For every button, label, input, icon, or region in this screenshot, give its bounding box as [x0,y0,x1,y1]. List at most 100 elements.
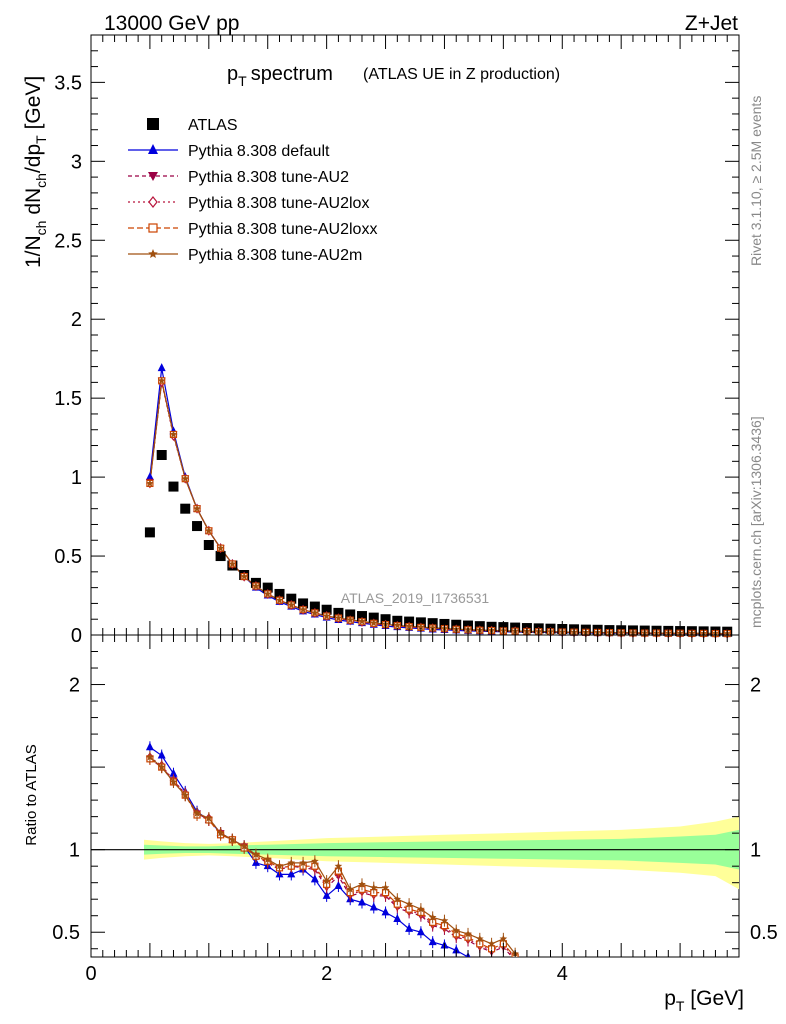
ratio-point-pythia-8-308-default [369,902,378,911]
ratio-point-pythia-8-308-tune-au2m [169,778,178,786]
ratio-point-pythia-8-308-tune-au2m [428,913,437,921]
rivet-label: Rivet 3.1.10, ≥ 2.5M events [748,96,764,266]
ratio-point-pythia-8-308-default [476,960,484,968]
lower-ytick-label-right: 0.5 [750,922,778,944]
ratio-series-clip [145,741,519,993]
upper-point-pythia-8-308-tune-au2m [287,601,296,609]
upper-point-pythia-8-308-tune-au2m [146,479,154,487]
xtick-label: 2 [321,963,332,985]
lower-ytick-label-right: 2 [750,675,761,697]
ratio-point-pythia-8-308-tune-au2m [263,855,272,863]
ratio-point-pythia-8-308-default [511,985,519,993]
xtick-label: 0 [85,963,96,985]
xtick-label: 4 [557,963,568,985]
upper-point-atlas [286,593,297,604]
ratio-point-pythia-8-308-tune-au2m [346,885,354,893]
upper-point-pythia-8-308-tune-au2m [181,474,190,482]
energy-label: 13000 GeV pp [104,12,239,35]
upper-ytick-label: 0 [71,625,82,647]
chart-title: pT spectrum [227,63,333,89]
upper-point-atlas [380,614,391,625]
upper-point-atlas [356,611,367,622]
upper-point-pythia-8-308-tune-au2m [205,526,213,534]
upper-point-atlas [298,598,309,609]
ratio-point-pythia-8-308-tune-au2m [370,883,378,891]
upper-ytick-label: 3 [71,151,82,173]
legend-marker-pythia-8-308-tune-au2lox [148,196,158,208]
ratio-point-pythia-8-308-tune-au2m [358,880,366,888]
legend-label-atlas: ATLAS [188,117,238,134]
upper-point-atlas [309,601,320,612]
title-rest: spectrum [251,63,333,85]
ratio-point-pythia-8-308-tune-au2m [252,850,260,858]
ratio-point-pythia-8-308-default [381,907,390,916]
upper-panel: 0 0.5 1 1.5 2 2.5 3 3.5 ATLAS_2019_I1736531 pT s… [22,34,740,647]
ratio-point-pythia-8-308-default [405,923,414,932]
ratio-point-pythia-8-308-default [310,874,319,883]
ratio-line-pythia-8-308-default [149,746,470,957]
ratio-point-pythia-8-308-tune-au2m [464,929,472,938]
ratio-point-pythia-8-308-tune-au2m [417,905,425,913]
ratio-point-pythia-8-308-default [357,897,366,906]
ratio-point-pythia-8-308-tune-au2m [311,857,319,865]
ratio-point-pythia-8-308-tune-au2m [405,900,413,908]
ratio-point-pythia-8-308-tune-au2m [322,877,331,885]
ratio-point-pythia-8-308-tune-au2m [205,814,213,822]
ratio-point-pythia-8-308-default [488,969,496,977]
ratio-point-pythia-8-308-tune-au2m [193,809,201,817]
ratio-point-pythia-8-308-default [393,914,402,923]
title-p: p [227,63,238,85]
ratio-point-pythia-8-308-tune-au2m [334,862,343,870]
upper-point-atlas [392,615,403,626]
legend-marker-pythia-8-308-tune-au2 [148,172,158,181]
upper-point-pythia-8-308-default [145,472,154,481]
lower-panel: 0.5 0.5 1 1 2 2 Ratio to ATLAS [23,634,778,993]
upper-ytick-label: 1 [71,467,82,489]
upper-point-pythia-8-308-tune-au2m [358,617,366,625]
upper-ytick-label: 1.5 [54,388,82,410]
upper-point-pythia-8-308-tune-au2m [193,504,201,512]
ratio-point-pythia-8-308-tune-au2m [452,926,460,934]
upper-point-atlas [321,604,332,615]
legend-label-pythia-8-308-tune-au2: Pythia 8.308 tune-AU2 [188,169,349,186]
upper-point-pythia-8-308-tune-au2m [299,605,307,613]
upper-point-atlas [274,588,285,599]
ratio-point-pythia-8-308-tune-au2m [216,829,225,837]
ratio-point-pythia-8-308-tune-au2m [499,934,508,943]
upper-point-atlas [415,617,426,628]
analysis-watermark: ATLAS_2019_I1736531 [341,590,490,606]
ratio-point-pythia-8-308-default [428,937,437,946]
upper-ytick-label: 2 [71,309,82,331]
ratio-point-pythia-8-308-default [169,768,178,777]
legend-marker-pythia-8-308-tune-au2loxx [148,223,158,233]
upper-ylabel: 1/Nch dNch/dpT [GeV] [22,76,49,268]
upper-point-atlas [427,618,438,629]
ratio-point-pythia-8-308-tune-au2m [157,763,166,771]
ratio-point-pythia-8-308-tune-au2m [393,895,402,903]
ratio-series [145,741,519,993]
uncertainty-bands [91,816,739,890]
upper-point-atlas [215,551,226,562]
lower-ytick-label: 0.5 [52,922,80,944]
x-axis-label: pT [GeV] [664,987,744,1014]
lower-ytick-label: 2 [69,675,80,697]
lower-ytick-label: 1 [69,840,80,862]
ratio-point-pythia-8-308-tune-au2m [181,791,190,799]
ratio-point-pythia-8-308-default [145,742,154,751]
legend: ATLAS Pythia 8.308 default Pythia 8.308 tu… [128,117,377,264]
mcplots-label: mcplots.cern.ch [arXiv:1306.3436] [748,416,764,628]
upper-point-atlas [404,616,415,627]
upper-point-pythia-8-308-tune-au2m [393,621,402,629]
upper-point-atlas [192,521,203,532]
upper-point-atlas [203,540,214,550]
legend-label-pythia-8-308-tune-au2loxx: Pythia 8.308 tune-AU2loxx [188,221,377,238]
upper-point-atlas [345,609,356,620]
upper-point-pythia-8-308-tune-au2m [216,544,225,552]
upper-point-pythia-8-308-tune-au2m [405,622,413,630]
upper-point-pythia-8-308-tune-au2m [240,572,248,580]
upper-point-pythia-8-308-tune-au2m [157,376,166,384]
ratio-point-pythia-8-308-tune-au2m [240,842,248,850]
lower-frame [90,634,740,958]
legend-label-pythia-8-308-default: Pythia 8.308 default [188,143,330,160]
